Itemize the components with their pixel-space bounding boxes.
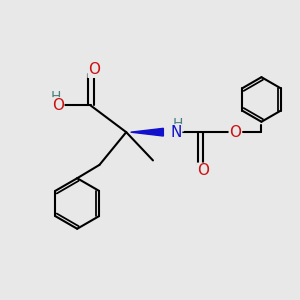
Text: H: H <box>50 90 61 104</box>
Text: O: O <box>197 163 209 178</box>
Text: H: H <box>173 117 183 131</box>
Text: O: O <box>52 98 64 113</box>
Text: O: O <box>88 62 100 77</box>
Polygon shape <box>131 128 164 136</box>
Text: N: N <box>170 125 182 140</box>
Text: O: O <box>229 125 241 140</box>
